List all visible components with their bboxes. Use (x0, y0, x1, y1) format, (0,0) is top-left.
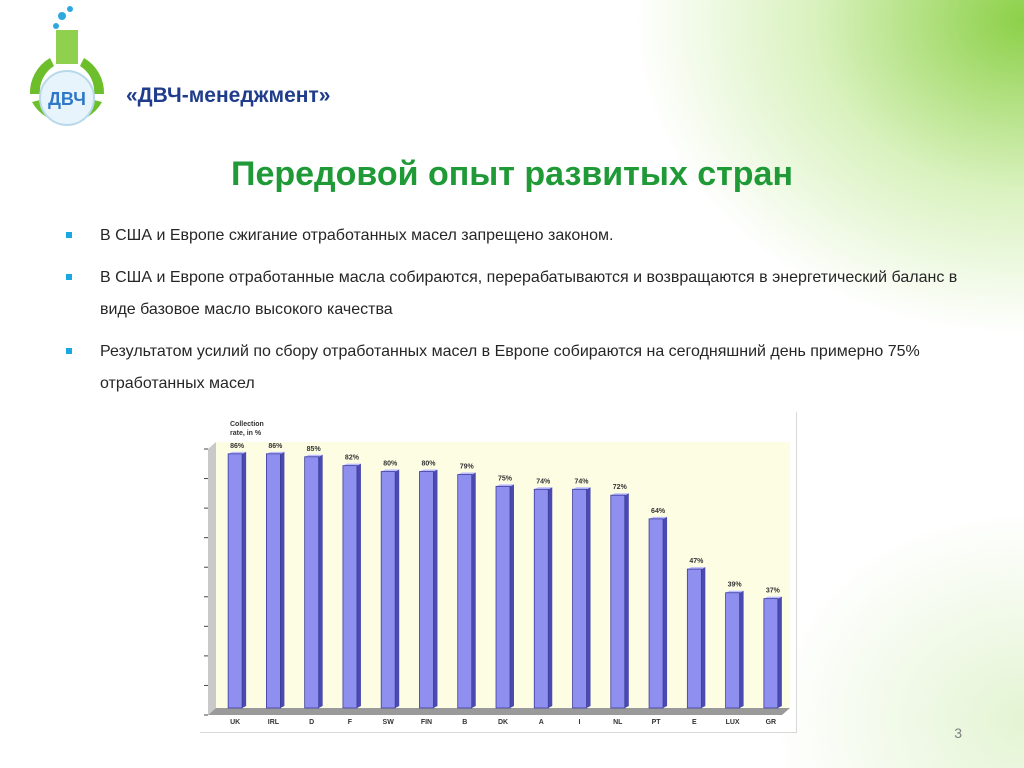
bar (533, 488, 549, 709)
bar-side (548, 487, 553, 708)
bar-side (280, 451, 285, 708)
x-tick-label: B (462, 719, 467, 726)
bar-value-label: 82% (345, 455, 360, 462)
company-logo: ДВЧ (18, 2, 118, 134)
bar-value-label: 80% (421, 461, 436, 468)
x-tick-label: LUX (726, 719, 740, 726)
x-tick-label: D (309, 719, 314, 726)
bar-side (739, 590, 744, 708)
bar-side (471, 472, 476, 708)
bar-value-label: 86% (230, 443, 245, 450)
bar-top (304, 454, 323, 457)
bar-value-label: 72% (613, 484, 628, 491)
bar (763, 598, 779, 709)
bar-side (356, 463, 361, 708)
bullet-text: Результатом усилий по сбору отработанных… (100, 343, 920, 392)
bar-side (663, 516, 668, 708)
bar-top (725, 590, 744, 593)
bar-value-label: 79% (460, 464, 475, 471)
bar-value-label: 80% (383, 461, 398, 468)
x-tick-label: F (348, 719, 353, 726)
bar-side (624, 493, 629, 708)
bar (572, 488, 587, 709)
bar (457, 474, 473, 709)
bar-top (610, 493, 629, 496)
bullet-list: В США и Европе сжигание отработанных мас… (66, 220, 986, 410)
bullet-text: В США и Европе отработанные масла собира… (100, 269, 958, 318)
y-axis-wall (208, 442, 216, 715)
bar (342, 465, 358, 709)
svg-text:ДВЧ: ДВЧ (48, 89, 86, 109)
bullet-square-icon (66, 274, 72, 280)
bar-value-label: 39% (728, 582, 743, 589)
bar (686, 568, 702, 709)
bar-top (381, 469, 400, 472)
x-tick-label: DK (498, 719, 508, 726)
bullet-item: В США и Европе сжигание отработанных мас… (66, 220, 986, 252)
bar (648, 518, 664, 709)
bar-top (649, 516, 668, 519)
x-tick-label: E (692, 719, 697, 726)
bar-top (572, 487, 591, 490)
bullet-text: В США и Европе сжигание отработанных мас… (100, 227, 614, 244)
y-axis-title: rate, in % (230, 430, 262, 437)
x-tick-label: A (539, 719, 544, 726)
x-tick-label: FIN (421, 719, 432, 726)
bar (495, 485, 511, 709)
y-axis-title: Collection (230, 421, 264, 428)
x-tick-label: SW (383, 719, 395, 726)
x-tick-label: I (579, 719, 581, 726)
x-tick-label: GR (766, 719, 777, 726)
bar-top (687, 567, 706, 570)
bar-value-label: 75% (498, 475, 513, 482)
bullet-square-icon (66, 232, 72, 238)
bar-value-label: 47% (689, 558, 704, 565)
bar-side (701, 567, 706, 708)
slide-title: Передовой опыт развитых стран (231, 155, 793, 193)
bar-value-label: 64% (651, 508, 666, 515)
x-axis-floor (208, 708, 790, 715)
x-tick-label: IRL (268, 719, 280, 726)
bar-chart-svg: Collection rate, in % 86% UK 86% IRL 85% D 82% F 8… (204, 421, 790, 726)
bar-side (242, 451, 247, 708)
bar-top (228, 451, 247, 454)
bar (419, 471, 434, 709)
x-tick-label: NL (613, 719, 623, 726)
bar-top (763, 596, 782, 599)
bar-side (433, 469, 438, 708)
bar-side (777, 596, 782, 708)
bar-side (510, 484, 514, 708)
page-number: 3 (954, 725, 962, 741)
bullet-square-icon (66, 348, 72, 354)
bar-side (586, 487, 591, 708)
bar (266, 453, 281, 709)
bullet-item: Результатом усилий по сбору отработанных… (66, 336, 986, 400)
x-tick-label: PT (652, 719, 662, 726)
bar-top (534, 487, 553, 490)
bar-top (496, 484, 514, 487)
bar-value-label: 85% (307, 446, 322, 453)
bar-side (395, 469, 400, 708)
bar (725, 592, 740, 709)
brand-name: «ДВЧ-менеджмент» (126, 84, 331, 107)
bar-side (318, 454, 323, 708)
bar (304, 456, 320, 709)
bar-value-label: 86% (268, 443, 283, 450)
bar-top (266, 451, 285, 454)
bullet-item: В США и Европе отработанные масла собира… (66, 262, 986, 326)
bar-value-label: 74% (575, 478, 590, 485)
bar (380, 471, 396, 709)
collection-rate-chart: Collection rate, in % 86% UK 86% IRL 85% D 82% F 8… (200, 412, 797, 733)
bar-value-label: 74% (536, 478, 551, 485)
bar-top (457, 472, 476, 475)
bar (227, 453, 243, 709)
x-tick-label: UK (230, 719, 240, 726)
bar (610, 494, 626, 709)
bar-value-label: 37% (766, 588, 781, 595)
bar-top (419, 469, 438, 472)
bar-top (342, 463, 361, 466)
